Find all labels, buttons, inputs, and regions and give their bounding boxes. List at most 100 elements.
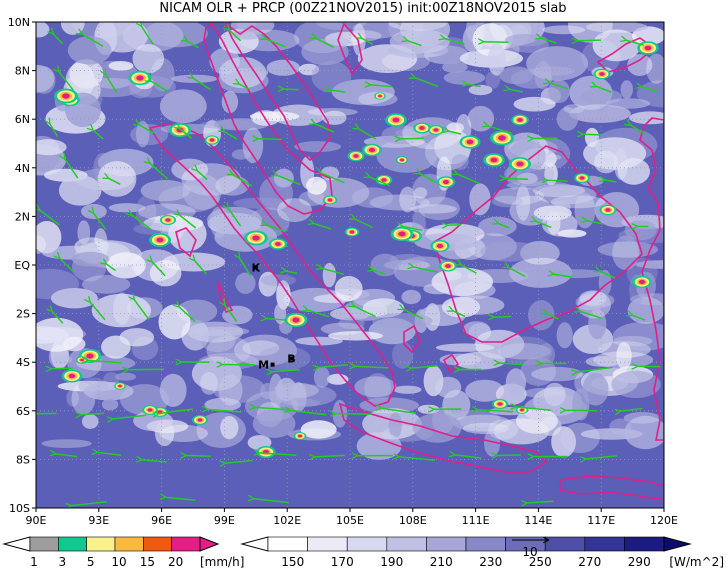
wind-arrow xyxy=(447,225,462,226)
cloud-patch xyxy=(568,22,613,43)
precip-cell xyxy=(353,154,359,158)
cloud-patch xyxy=(635,260,664,269)
wind-arrow xyxy=(549,83,569,90)
wind-arrow xyxy=(498,363,524,365)
olr-cb-swatch xyxy=(544,536,586,552)
cloud-patch xyxy=(101,398,119,411)
cloud-patch xyxy=(582,373,609,406)
cloud-patch xyxy=(605,98,651,109)
station-dot xyxy=(270,362,275,367)
wind-arrow xyxy=(149,163,169,180)
wind-arrow xyxy=(630,125,646,135)
precip-cell xyxy=(400,158,404,162)
olr-cb-label: 150 xyxy=(281,555,304,569)
wind-arrow xyxy=(515,407,552,411)
wind-arrow xyxy=(361,38,374,46)
olr-cb-swatch xyxy=(267,536,308,552)
precip-cell xyxy=(136,75,144,81)
cloud-patch xyxy=(362,298,405,318)
precip-cell xyxy=(80,358,84,362)
cloud-patch xyxy=(372,313,433,329)
lat-tick-label: 6N xyxy=(15,113,30,126)
cloud-patch xyxy=(574,192,596,229)
olr-cb-units: [W/m^2] xyxy=(669,555,724,569)
coastline-java xyxy=(338,402,548,473)
cloud-patch xyxy=(266,59,301,76)
cloud-patch xyxy=(82,275,131,294)
wind-arrow xyxy=(178,306,196,323)
station-label: K xyxy=(252,261,261,274)
coastline-vietnam xyxy=(337,22,363,76)
cloud-patch xyxy=(399,186,416,213)
cloud-patch xyxy=(629,293,664,306)
cloud-patch xyxy=(624,415,664,450)
prcp-cb-swatch xyxy=(86,536,116,552)
wind-arrow xyxy=(632,315,646,321)
cloud-patch xyxy=(418,196,460,221)
wind-arrow xyxy=(504,178,529,179)
coastline-belitung xyxy=(442,353,460,374)
cloud-patch xyxy=(392,341,414,369)
cloud-patch xyxy=(276,377,297,402)
precip-cell xyxy=(165,218,171,222)
lat-tick-label: 8N xyxy=(15,65,30,78)
cloud-patch xyxy=(106,252,146,279)
precip-cell xyxy=(147,408,153,412)
longitude-ticks: 90E 93E 96E 99E 102E 105E 108E 111E 114E 117E 120E xyxy=(26,508,678,527)
precipitation-colorbar: 1 3 5 10 15 20 [mm/h] xyxy=(2,536,244,569)
cloud-patch xyxy=(36,326,70,344)
cloud-patch xyxy=(71,251,110,267)
cloud-patch xyxy=(135,195,157,228)
wind-arrow xyxy=(483,42,509,43)
cloud-patch xyxy=(556,322,573,349)
cloud-patch xyxy=(526,46,588,81)
cloud-patch xyxy=(543,382,566,407)
wind-arrow xyxy=(403,309,424,320)
olr-cb-swatch xyxy=(624,536,665,552)
map-title: NICAM OLR + PRCP (00Z21NOV2015) init:00Z… xyxy=(159,1,567,16)
cloud-patch xyxy=(159,89,207,124)
olr-cb-high-end xyxy=(663,536,692,552)
cloud-patch xyxy=(72,22,132,39)
cloud-patch xyxy=(351,187,394,208)
cloud-patch xyxy=(480,241,539,262)
precip-cell xyxy=(445,264,451,268)
wind-arrow xyxy=(224,304,238,322)
wind-arrow xyxy=(509,89,524,93)
cloud-patch xyxy=(36,22,50,38)
cloud-patch xyxy=(168,216,207,252)
wind-arrow xyxy=(105,74,118,94)
cloud-patch xyxy=(81,203,107,220)
cloud-patch xyxy=(413,413,462,443)
precip-cell xyxy=(349,230,355,234)
cloud-patch xyxy=(200,372,219,395)
wind-arrow xyxy=(194,260,207,275)
wind-arrow xyxy=(402,226,423,232)
precip-cell xyxy=(605,208,611,212)
wind-arrow xyxy=(595,86,612,93)
cloud-patch xyxy=(158,185,220,213)
cloud-patch xyxy=(294,141,342,153)
cloud-patch xyxy=(646,53,664,84)
wind-arrow xyxy=(372,270,386,275)
cloud-patch xyxy=(233,197,289,209)
cloud-patch xyxy=(133,223,178,235)
lon-tick-label: 114E xyxy=(524,514,552,527)
wind-arrow xyxy=(370,85,393,87)
cloud-patch xyxy=(67,36,112,65)
wind-arrow xyxy=(266,318,287,320)
cloud-patch xyxy=(58,175,102,206)
olr-cb-swatch xyxy=(465,536,506,552)
cloud-patch xyxy=(132,44,165,74)
cloud-patch xyxy=(61,22,85,35)
precip-cell xyxy=(520,408,524,412)
cloud-patch xyxy=(478,216,517,237)
wind-arrow xyxy=(553,274,572,278)
precip-cell xyxy=(298,434,302,438)
wind-arrow xyxy=(334,414,372,415)
wind-arrow xyxy=(151,261,166,277)
cloud-patch xyxy=(488,419,519,440)
wind-arrow xyxy=(131,214,152,231)
wind-arrow xyxy=(604,180,617,183)
wind-arrow xyxy=(546,313,559,320)
